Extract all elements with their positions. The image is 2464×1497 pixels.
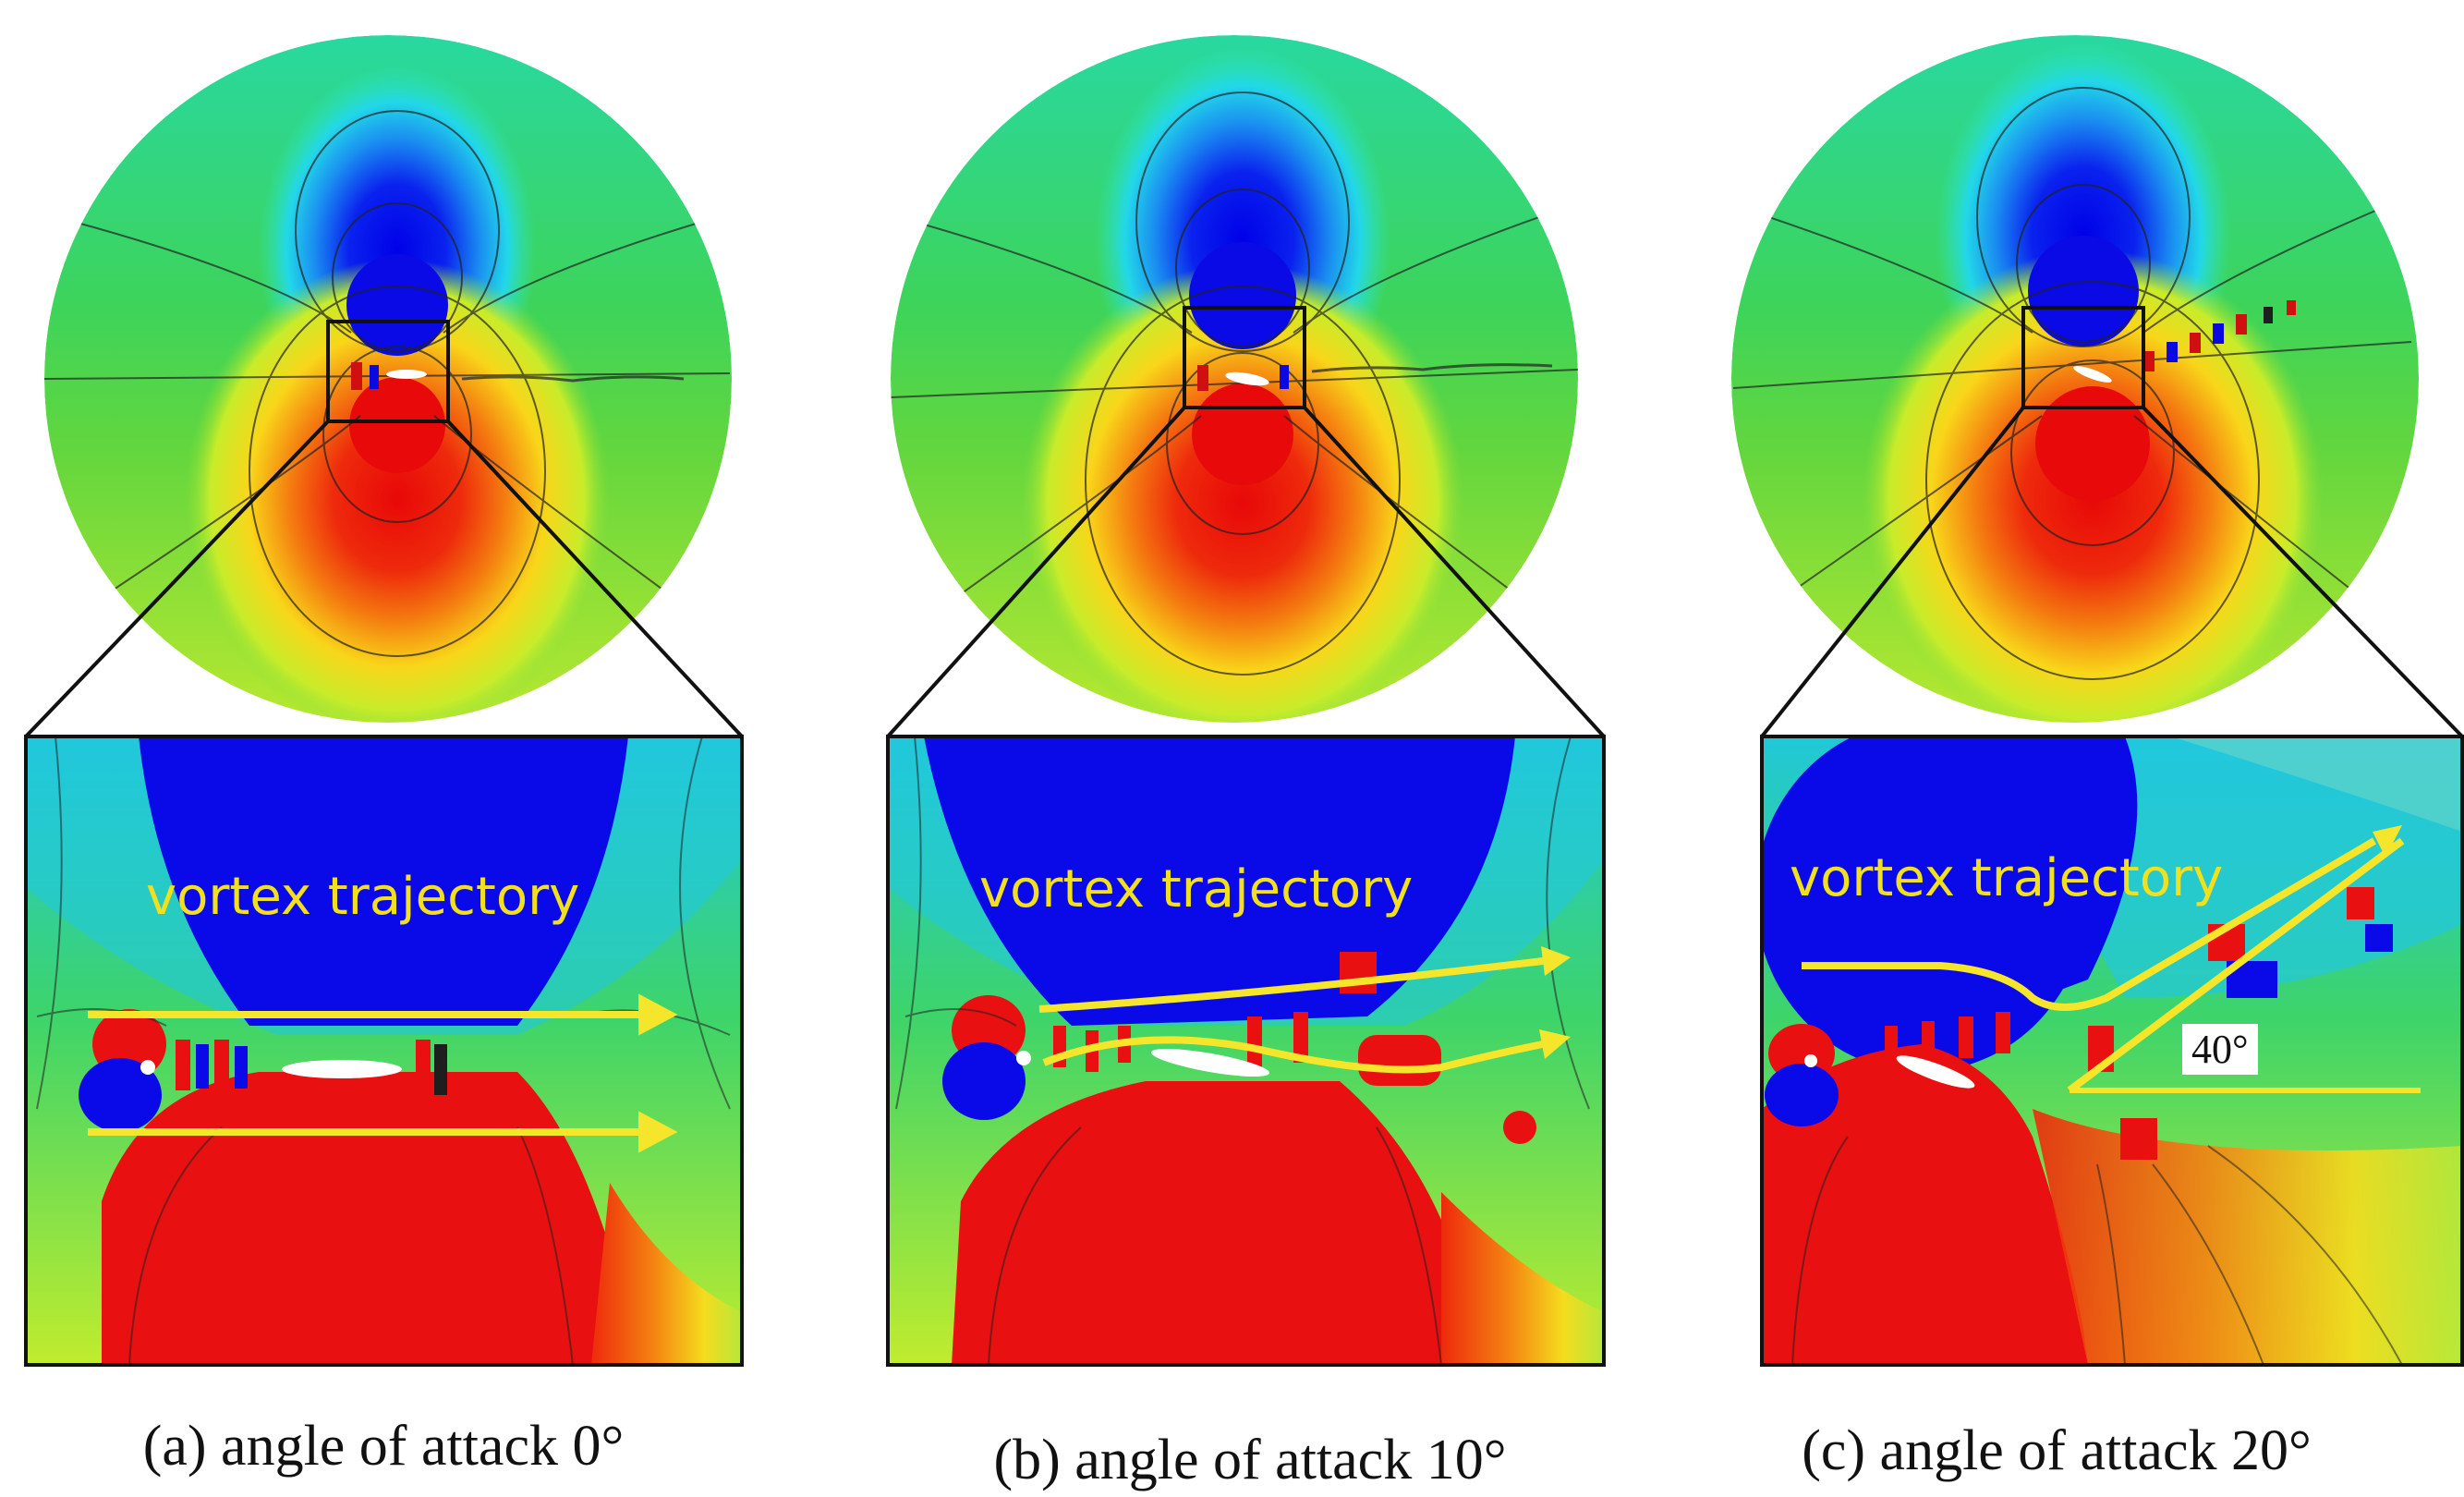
zoom-box-b bbox=[1183, 306, 1306, 409]
airfoil-a bbox=[282, 1060, 402, 1078]
zoom-box-c bbox=[2021, 306, 2145, 409]
trajectory-arrows-c bbox=[1802, 837, 2421, 1094]
trajectory-arrows-a bbox=[88, 993, 678, 1153]
zoom-line-left-b bbox=[886, 406, 1186, 738]
zoom-line-right-a bbox=[446, 420, 744, 738]
zoom-line-left-a bbox=[24, 420, 330, 738]
zoom-line-right-b bbox=[1303, 406, 1606, 738]
panel-a bbox=[24, 35, 744, 1367]
vortex-street-a bbox=[176, 1040, 447, 1100]
pressure-disc-b bbox=[891, 35, 1578, 723]
zoom-view-b bbox=[888, 736, 1604, 1365]
airfoil-b bbox=[1150, 1049, 1270, 1077]
zoom-frame-a bbox=[24, 735, 744, 1367]
pressure-disc-c bbox=[1731, 35, 2419, 723]
airfoil-c bbox=[1896, 1055, 1975, 1089]
zoom-view-c bbox=[1762, 736, 2462, 1365]
wake-disturbance-c bbox=[2073, 300, 2296, 383]
wake-disturbance-b bbox=[1197, 365, 1289, 391]
vortex-street-c bbox=[1885, 887, 2393, 1160]
zoom-view-a bbox=[26, 736, 742, 1365]
zoom-frame-b bbox=[886, 735, 1606, 1367]
caption-b: (b) angle of attack 10° bbox=[993, 1429, 1507, 1491]
zoom-line-left-c bbox=[1760, 406, 2025, 738]
caption-a: (a) angle of attack 0° bbox=[142, 1415, 625, 1478]
vortex-trajectory-label-c: vortex trajectory bbox=[1790, 848, 2224, 908]
vortex-trajectory-label-b: vortex trajectory bbox=[979, 859, 1414, 919]
zoom-frame-c bbox=[1760, 735, 2464, 1367]
zoom-box-a bbox=[326, 320, 450, 423]
wake-disturbance-a bbox=[351, 362, 427, 390]
zoom-line-right-c bbox=[2142, 406, 2464, 738]
vortex-street-b bbox=[1053, 952, 1536, 1144]
angle-label-c: 40° bbox=[2182, 1024, 2258, 1075]
panel-b bbox=[886, 35, 1606, 1367]
trajectory-arrows-b bbox=[1038, 957, 1544, 1074]
panel-c bbox=[1731, 35, 2464, 1367]
vortex-trajectory-label-a: vortex trajectory bbox=[146, 867, 580, 927]
caption-c: (c) angle of attack 20° bbox=[1802, 1419, 2312, 1482]
pressure-disc-a bbox=[44, 35, 732, 723]
